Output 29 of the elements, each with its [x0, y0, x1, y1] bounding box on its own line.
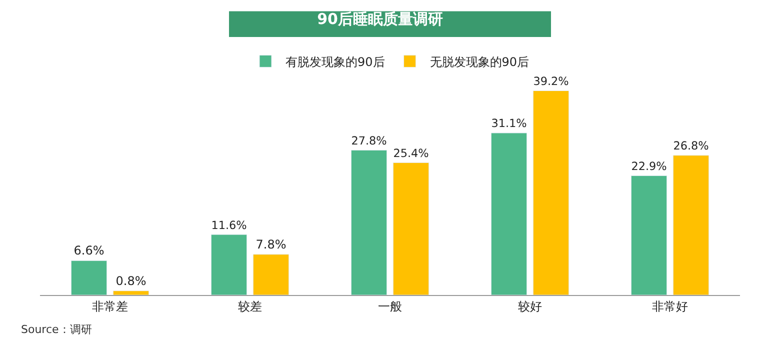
x-tick-label: 较差 — [238, 299, 262, 314]
x-tick-label: 一般 — [378, 299, 402, 314]
data-label: 11.6% — [211, 218, 248, 232]
bar — [672, 155, 710, 295]
x-tick-label: 非常好 — [652, 299, 688, 314]
x-tick-label: 非常差 — [92, 299, 128, 314]
source-note: Source：调研 — [21, 323, 92, 336]
data-label: 22.9% — [631, 160, 668, 173]
data-label: 7.8% — [256, 237, 286, 252]
data-label: 26.8% — [673, 140, 710, 153]
chart-title: 90后睡眠质量调研 — [317, 10, 443, 28]
data-label: 27.8% — [351, 134, 388, 148]
bar — [490, 132, 528, 295]
legend-label: 无脱发现象的90后 — [430, 54, 530, 69]
data-label: 0.8% — [116, 274, 146, 288]
data-label: 6.6% — [74, 244, 104, 258]
bar — [532, 90, 570, 295]
bar — [112, 290, 150, 295]
bar — [350, 150, 388, 295]
data-label: 39.2% — [533, 74, 570, 88]
x-tick-label: 较好 — [518, 299, 542, 314]
bar — [252, 254, 290, 295]
data-label: 31.1% — [491, 117, 528, 130]
data-label: 25.4% — [393, 146, 430, 160]
bar — [630, 175, 668, 295]
legend-label: 有脱发现象的90后 — [286, 54, 385, 69]
bar — [70, 260, 108, 295]
bar — [210, 234, 248, 295]
bar — [392, 162, 430, 295]
